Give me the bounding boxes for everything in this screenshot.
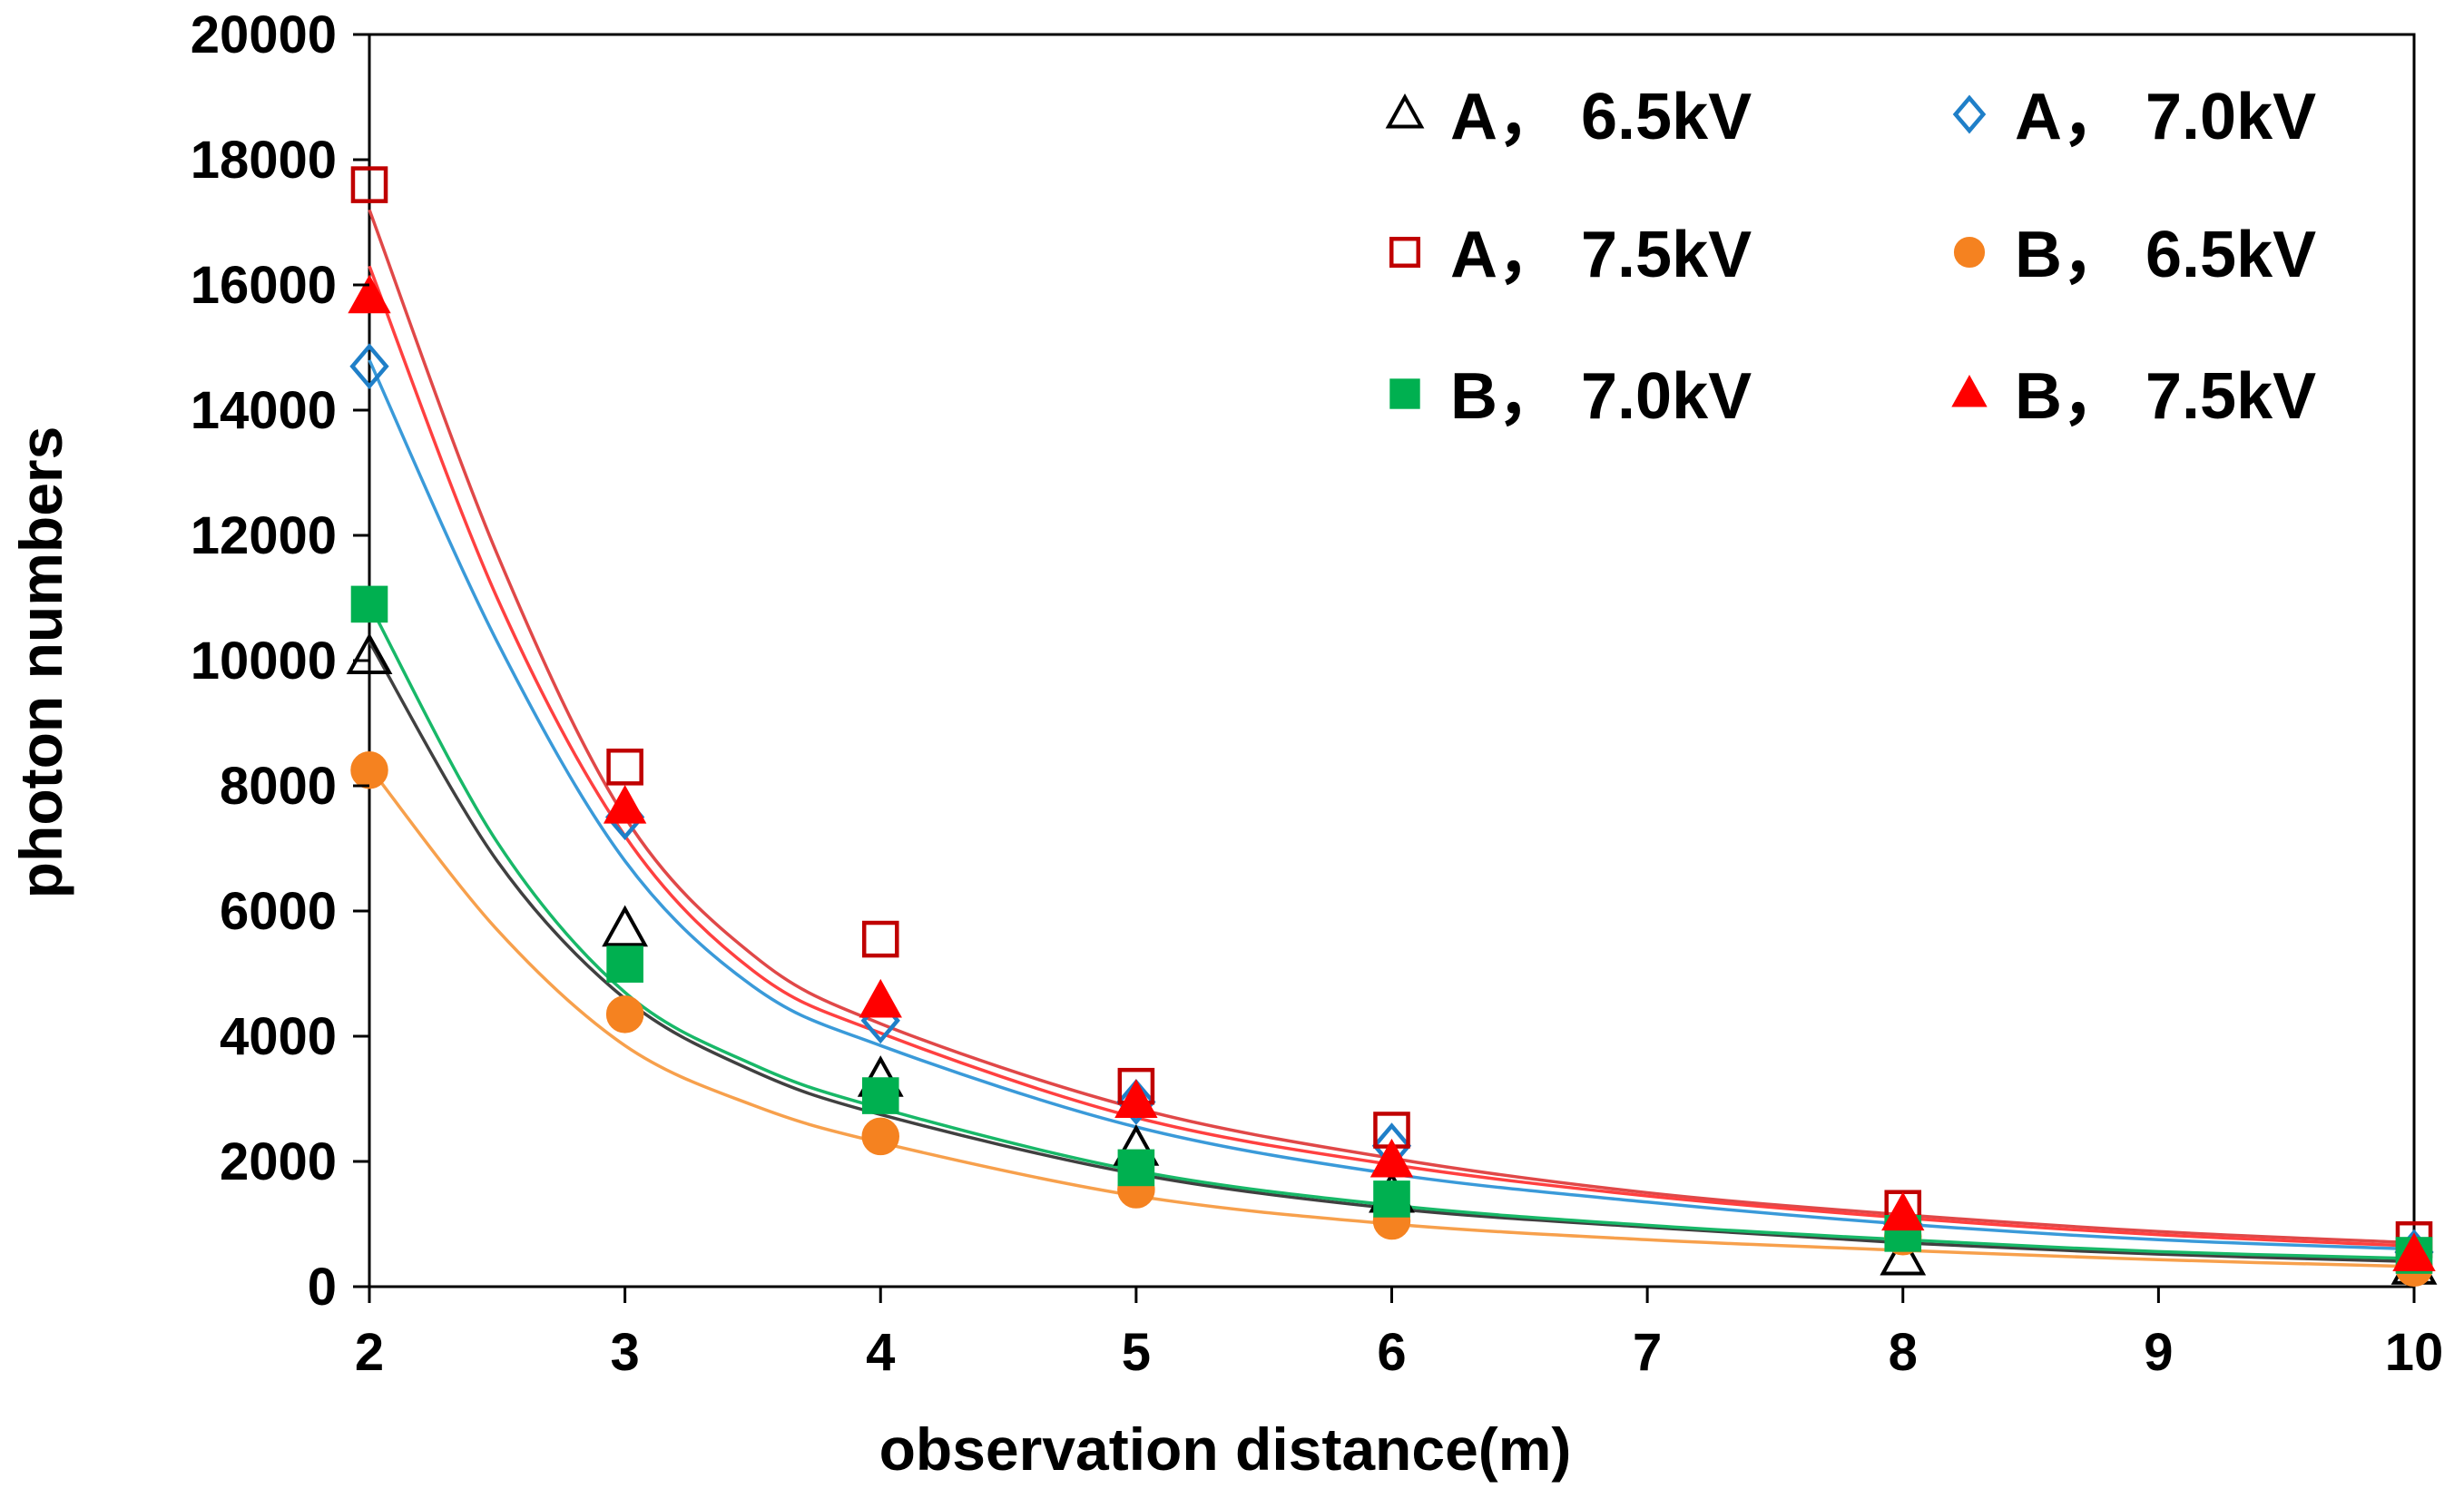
x-tick-label: 10 <box>2385 1323 2444 1382</box>
data-point <box>350 751 388 789</box>
legend-item: B， 6.5kV <box>1953 219 2316 291</box>
x-tick-label: 9 <box>2144 1323 2173 1382</box>
data-point <box>2392 1232 2436 1271</box>
data-point <box>1117 1149 1155 1187</box>
y-tick-label: 8000 <box>220 757 337 816</box>
y-tick-label: 10000 <box>191 632 337 691</box>
y-tick-label: 6000 <box>220 882 337 941</box>
legend-label: B， 7.0kV <box>1450 360 1752 433</box>
y-axis-label: photon numbers <box>7 426 74 899</box>
y-tick-label: 18000 <box>191 131 337 190</box>
x-tick-label: 3 <box>610 1323 639 1382</box>
legend-label: A， 6.5kV <box>1450 81 1752 153</box>
fit-curve <box>368 766 2415 1269</box>
fit-curve <box>368 603 2415 1260</box>
fit-curve <box>368 359 2415 1251</box>
x-tick-label: 8 <box>1889 1323 1918 1382</box>
x-axis-ticks: 2 3 4 5 6 7 8 9 10 <box>355 1287 2443 1382</box>
legend-item: A， 7.5kV <box>1389 219 1752 291</box>
legend-label: B， 6.5kV <box>2015 219 2316 291</box>
data-point <box>861 920 899 958</box>
data-point <box>602 905 649 947</box>
data-point <box>350 166 388 203</box>
x-tick-label: 4 <box>866 1323 895 1382</box>
data-point <box>350 585 388 623</box>
data-point <box>1953 236 1986 269</box>
data-point <box>1114 1079 1158 1118</box>
data-point <box>1116 1078 1156 1125</box>
x-tick-label: 6 <box>1377 1323 1406 1382</box>
data-point <box>859 978 902 1018</box>
y-tick-label: 20000 <box>191 5 337 64</box>
y-tick-label: 0 <box>308 1258 337 1317</box>
data-point <box>861 1077 899 1114</box>
legend-item: B， 7.5kV <box>1951 360 2316 433</box>
y-tick-label: 14000 <box>191 381 337 440</box>
y-tick-label: 12000 <box>191 506 337 565</box>
data-point <box>1952 94 1987 134</box>
data-point <box>1880 1233 1927 1276</box>
legend-item: B， 7.0kV <box>1389 360 1752 433</box>
y-axis-ticks: 0 2000 4000 6000 8000 10000 12000 14000 16000 180… <box>191 5 369 1317</box>
data-point <box>1385 93 1425 129</box>
y-tick-label: 16000 <box>191 256 337 315</box>
data-point <box>1951 375 1988 407</box>
data-point <box>606 945 643 983</box>
data-point <box>1881 1191 1925 1231</box>
legend-label: A， 7.5kV <box>1450 219 1752 291</box>
data-point <box>346 632 393 675</box>
data-point <box>1369 1138 1414 1178</box>
y-tick-label: 2000 <box>220 1132 337 1191</box>
fit-curves <box>368 209 2415 1269</box>
data-point <box>1389 236 1421 269</box>
x-tick-label: 7 <box>1633 1323 1662 1382</box>
fit-curve <box>368 641 2415 1264</box>
data-point <box>348 274 391 314</box>
legend-label: A， 7.0kV <box>2015 81 2316 153</box>
legend-item: A， 6.5kV <box>1385 81 1752 153</box>
y-tick-label: 4000 <box>220 1007 337 1066</box>
legend-item: A， 7.0kV <box>1952 81 2316 153</box>
data-markers <box>346 166 2438 1288</box>
data-point <box>605 995 644 1033</box>
data-point <box>1373 1180 1410 1218</box>
data-point <box>1389 378 1420 409</box>
x-axis-label: observation distance(m) <box>879 1416 1572 1483</box>
x-tick-label: 5 <box>1122 1323 1151 1382</box>
data-point <box>349 343 389 390</box>
x-tick-label: 2 <box>355 1323 384 1382</box>
legend: A， 6.5kV A， 7.0kV A， 7.5kV B， 6.5kV B， 7.0kV… <box>1385 81 2316 433</box>
data-point <box>606 749 643 786</box>
legend-label: B， 7.5kV <box>2015 360 2316 433</box>
data-point <box>603 784 647 824</box>
data-point <box>861 1117 899 1156</box>
